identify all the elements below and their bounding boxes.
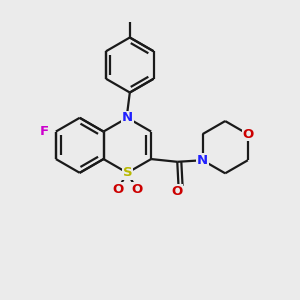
Text: F: F bbox=[39, 125, 49, 138]
Text: O: O bbox=[171, 185, 183, 198]
Text: O: O bbox=[112, 183, 123, 196]
Text: N: N bbox=[122, 111, 133, 124]
Text: N: N bbox=[197, 154, 208, 167]
Text: S: S bbox=[122, 166, 132, 179]
Text: O: O bbox=[131, 183, 142, 196]
Text: O: O bbox=[242, 128, 254, 141]
